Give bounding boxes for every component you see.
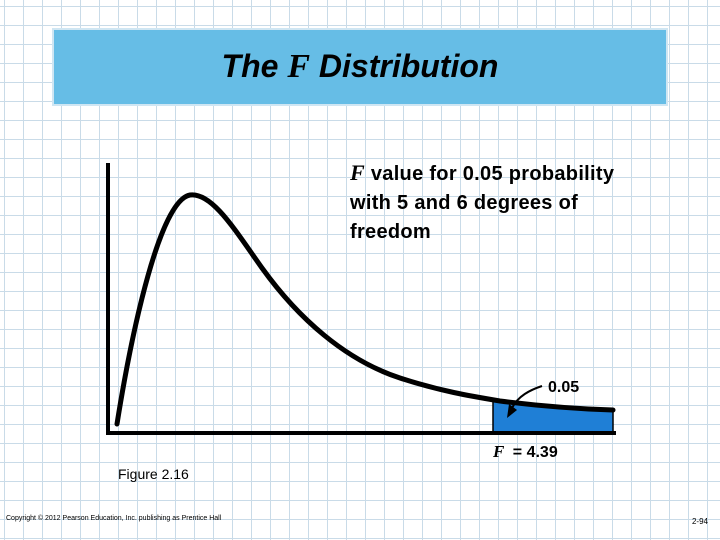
annotation-line-1: F value for 0.05 probability <box>350 158 670 189</box>
title-suffix: Distribution <box>318 48 499 84</box>
density-curve <box>114 192 616 427</box>
slide-title: The F Distribution <box>222 48 499 86</box>
title-prefix: The <box>221 48 279 84</box>
title-banner: The F Distribution <box>52 28 668 106</box>
title-variable: F <box>287 48 311 85</box>
tail-pointer-arrow <box>511 385 543 409</box>
annotation-line-2: with 5 and 6 degrees of <box>350 192 579 214</box>
page-number: 2-94 <box>691 517 708 526</box>
annotation-line-1-text: value for 0.05 probability <box>370 163 615 185</box>
critical-value-variable: F <box>492 442 505 461</box>
figure-caption: Figure 2.16 <box>118 466 189 482</box>
tail-pointer-arrowhead <box>507 404 517 418</box>
critical-value-annotation: F value for 0.05 probability with 5 and … <box>350 158 670 247</box>
annotation-variable: F <box>350 160 365 185</box>
tail-probability-label: 0.05 <box>548 379 579 396</box>
copyright-notice: Copyright © 2012 Pearson Education, Inc.… <box>6 515 222 522</box>
critical-value-number: = 4.39 <box>513 444 558 461</box>
annotation-line-3: freedom <box>350 221 432 243</box>
critical-value-label: F = 4.39 <box>492 442 558 461</box>
